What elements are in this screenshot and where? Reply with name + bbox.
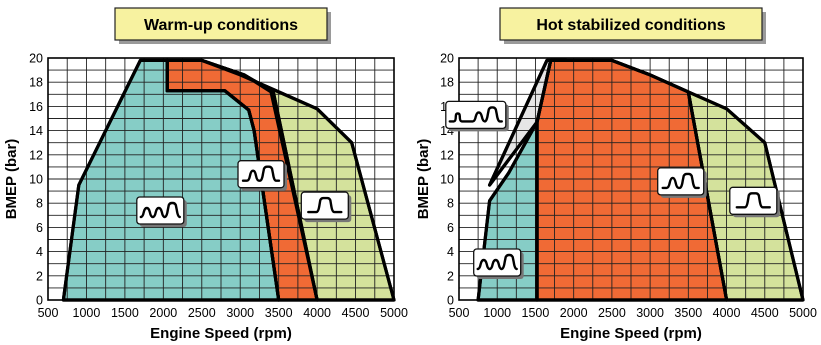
x-tick-label: 3000 <box>226 306 254 320</box>
icon-pulse <box>735 192 771 209</box>
single-pulse-icon <box>300 191 352 223</box>
grid <box>47 57 395 301</box>
icon-pulse <box>307 196 343 214</box>
x-tick-label: 4500 <box>342 306 370 320</box>
x-tick-label: 1000 <box>483 306 511 320</box>
icon-pulse <box>241 165 281 182</box>
icon-pulse <box>448 106 503 123</box>
x-tick-label: 3500 <box>674 306 702 320</box>
y-tick-label: 12 <box>440 148 454 162</box>
icon-pulse <box>661 172 700 190</box>
x-tick-label: 2500 <box>188 306 216 320</box>
x-tick-label: 1000 <box>73 306 101 320</box>
x-tick-label: 500 <box>38 306 59 320</box>
triple-pulse-icon <box>473 248 524 279</box>
x-axis-label: Engine Speed (rpm) <box>560 325 702 342</box>
y-tick-label: 18 <box>29 76 43 90</box>
icon-pulse <box>476 253 518 271</box>
x-tick-label: 5000 <box>789 306 817 320</box>
x-tick-label: 500 <box>449 306 470 320</box>
region-outline-2 <box>488 58 568 187</box>
y-tick-label: 4 <box>447 245 454 259</box>
x-tick-label: 4000 <box>303 306 331 320</box>
icon-box <box>300 191 349 220</box>
x-tick-label: 1500 <box>111 306 139 320</box>
spaced-pulse-icon <box>445 100 509 132</box>
y-tick-label: 10 <box>29 173 43 187</box>
plot-frame <box>47 57 395 301</box>
y-tick-label: 6 <box>447 221 454 235</box>
triple-pulse-icon <box>136 196 187 227</box>
x-axis-label: Engine Speed (rpm) <box>150 325 292 342</box>
y-tick-label: 2 <box>447 269 454 283</box>
y-tick-label: 8 <box>447 197 454 211</box>
y-axis-label: BMEP (bar) <box>3 139 20 220</box>
x-tick-label: 2500 <box>598 306 626 320</box>
chart-title: Hot stabilized conditions <box>536 17 725 34</box>
title-box <box>114 7 328 41</box>
x-tick-label: 4500 <box>751 306 779 320</box>
y-tick-label: 4 <box>36 245 43 259</box>
single-pulse-icon <box>729 186 780 218</box>
y-tick-label: 20 <box>440 52 454 66</box>
double-pulse-icon <box>237 160 287 191</box>
x-tick-label: 2000 <box>560 306 588 320</box>
x-tick-label: 2000 <box>149 306 177 320</box>
x-tick-label: 3500 <box>265 306 293 320</box>
plot-frame <box>458 57 804 301</box>
x-tick-label: 1500 <box>522 306 550 320</box>
double-pulse-icon <box>657 167 707 198</box>
chart-panel-warm-up: 500 1000 1500 2000 2500 3000 3500 4000 4500 5000 0… <box>3 7 408 342</box>
y-tick-label: 2 <box>36 269 43 283</box>
y-tick-label: 6 <box>36 221 43 235</box>
chart-title: Warm-up conditions <box>144 17 298 34</box>
icon-pulse <box>139 201 182 219</box>
y-tick-label: 8 <box>36 197 43 211</box>
y-tick-label: 12 <box>29 148 43 162</box>
y-axis-label: BMEP (bar) <box>415 139 432 220</box>
x-tick-label: 4000 <box>713 306 741 320</box>
y-tick-label: 14 <box>29 124 43 138</box>
x-tick-label: 3000 <box>636 306 664 320</box>
y-tick-label: 10 <box>440 173 454 187</box>
y-tick-label: 20 <box>29 52 43 66</box>
title-box <box>499 7 763 41</box>
chart-panel-hot-stabilized: 500 1000 1500 2000 2500 3000 3500 4000 4500 5000 0… <box>415 7 817 342</box>
y-tick-label: 16 <box>29 100 43 114</box>
icon-box <box>237 160 285 189</box>
x-tick-label: 5000 <box>380 306 408 320</box>
y-tick-label: 0 <box>447 294 454 308</box>
y-tick-label: 0 <box>36 294 43 308</box>
icon-box <box>729 186 778 215</box>
y-tick-label: 18 <box>440 76 454 90</box>
icon-box <box>657 167 705 196</box>
